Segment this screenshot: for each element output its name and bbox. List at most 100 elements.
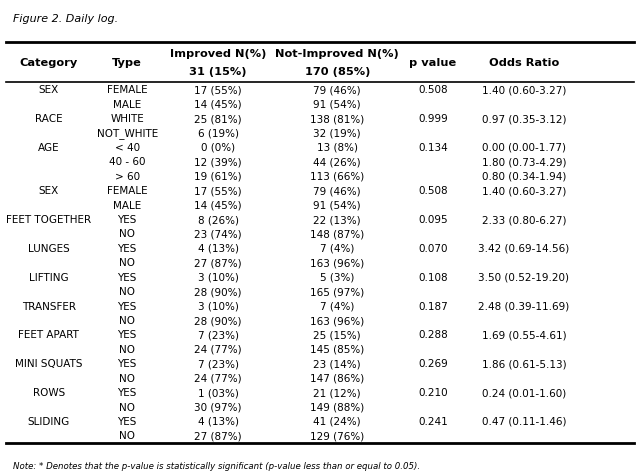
Text: NO: NO — [119, 315, 135, 325]
Text: 40 - 60: 40 - 60 — [109, 157, 145, 167]
Text: 149 (88%): 149 (88%) — [310, 402, 364, 412]
Text: 0.47 (0.11-1.46): 0.47 (0.11-1.46) — [481, 416, 566, 426]
Text: FEET APART: FEET APART — [19, 330, 79, 340]
Text: > 60: > 60 — [115, 171, 140, 181]
Text: 23 (14%): 23 (14%) — [314, 358, 361, 368]
Text: 17 (55%): 17 (55%) — [195, 186, 242, 196]
Text: 0.095: 0.095 — [418, 215, 448, 225]
Text: 5 (3%): 5 (3%) — [320, 272, 355, 282]
Text: MINI SQUATS: MINI SQUATS — [15, 358, 83, 368]
Text: 0.999: 0.999 — [418, 114, 448, 124]
Text: 21 (12%): 21 (12%) — [314, 387, 361, 397]
Text: 163 (96%): 163 (96%) — [310, 258, 364, 268]
Text: YES: YES — [118, 387, 137, 397]
Text: 147 (86%): 147 (86%) — [310, 373, 364, 383]
Text: 0.210: 0.210 — [418, 387, 448, 397]
Text: 0.269: 0.269 — [418, 358, 448, 368]
Text: 3.42 (0.69-14.56): 3.42 (0.69-14.56) — [478, 243, 570, 253]
Text: 24 (77%): 24 (77%) — [195, 373, 242, 383]
Text: YES: YES — [118, 272, 137, 282]
Text: FEET TOGETHER: FEET TOGETHER — [6, 215, 92, 225]
Text: YES: YES — [118, 416, 137, 426]
Text: 0.508: 0.508 — [418, 186, 448, 196]
Text: 1.80 (0.73-4.29): 1.80 (0.73-4.29) — [481, 157, 566, 167]
Text: 0 (0%): 0 (0%) — [201, 143, 235, 153]
Text: 44 (26%): 44 (26%) — [314, 157, 361, 167]
Text: 2.33 (0.80-6.27): 2.33 (0.80-6.27) — [481, 215, 566, 225]
Text: Type: Type — [112, 58, 142, 68]
Text: LIFTING: LIFTING — [29, 272, 68, 282]
Text: 28 (90%): 28 (90%) — [195, 315, 242, 325]
Text: Odds Ratio: Odds Ratio — [489, 58, 559, 68]
Text: 7 (4%): 7 (4%) — [320, 243, 355, 253]
Text: FEMALE: FEMALE — [107, 85, 147, 95]
Text: NO: NO — [119, 373, 135, 383]
Text: 0.108: 0.108 — [418, 272, 448, 282]
Text: 17 (55%): 17 (55%) — [195, 85, 242, 95]
Text: 1.86 (0.61-5.13): 1.86 (0.61-5.13) — [481, 358, 566, 368]
Text: 12 (39%): 12 (39%) — [195, 157, 242, 167]
Text: NO: NO — [119, 258, 135, 268]
Text: 113 (66%): 113 (66%) — [310, 171, 364, 181]
Text: SEX: SEX — [38, 85, 59, 95]
Text: 1.69 (0.55-4.61): 1.69 (0.55-4.61) — [481, 330, 566, 340]
Text: 4 (13%): 4 (13%) — [198, 416, 239, 426]
Text: 0.187: 0.187 — [418, 301, 448, 311]
Text: 27 (87%): 27 (87%) — [195, 430, 242, 440]
Text: 24 (77%): 24 (77%) — [195, 344, 242, 354]
Text: NO: NO — [119, 402, 135, 412]
Text: TRANSFER: TRANSFER — [22, 301, 76, 311]
Text: YES: YES — [118, 301, 137, 311]
Text: 91 (54%): 91 (54%) — [314, 200, 361, 210]
Text: 23 (74%): 23 (74%) — [195, 229, 242, 239]
Text: NOT_WHITE: NOT_WHITE — [97, 128, 158, 139]
Text: YES: YES — [118, 330, 137, 340]
Text: Improved N(%): Improved N(%) — [170, 49, 266, 59]
Text: SEX: SEX — [38, 186, 59, 196]
Text: MALE: MALE — [113, 99, 141, 109]
Text: 1 (03%): 1 (03%) — [198, 387, 239, 397]
Text: 1.40 (0.60-3.27): 1.40 (0.60-3.27) — [482, 186, 566, 196]
Text: 165 (97%): 165 (97%) — [310, 287, 364, 297]
Text: 163 (96%): 163 (96%) — [310, 315, 364, 325]
Text: 8 (26%): 8 (26%) — [198, 215, 239, 225]
Text: 0.134: 0.134 — [418, 143, 448, 153]
Text: 41 (24%): 41 (24%) — [314, 416, 361, 426]
Text: Note: * Denotes that the p-value is statistically significant (p-value less than: Note: * Denotes that the p-value is stat… — [13, 461, 420, 470]
Text: FEMALE: FEMALE — [107, 186, 147, 196]
Text: 22 (13%): 22 (13%) — [314, 215, 361, 225]
Text: 7 (23%): 7 (23%) — [198, 358, 239, 368]
Text: YES: YES — [118, 243, 137, 253]
Text: 14 (45%): 14 (45%) — [195, 99, 242, 109]
Text: 3.50 (0.52-19.20): 3.50 (0.52-19.20) — [478, 272, 570, 282]
Text: Category: Category — [20, 58, 78, 68]
Text: 0.80 (0.34-1.94): 0.80 (0.34-1.94) — [482, 171, 566, 181]
Text: 0.24 (0.01-1.60): 0.24 (0.01-1.60) — [482, 387, 566, 397]
Text: 0.070: 0.070 — [418, 243, 447, 253]
Text: 4 (13%): 4 (13%) — [198, 243, 239, 253]
Text: Figure 2. Daily log.: Figure 2. Daily log. — [13, 14, 118, 24]
Text: 27 (87%): 27 (87%) — [195, 258, 242, 268]
Text: 0.241: 0.241 — [418, 416, 448, 426]
Text: 2.48 (0.39-11.69): 2.48 (0.39-11.69) — [478, 301, 570, 311]
Text: 170 (85%): 170 (85%) — [305, 67, 370, 77]
Text: 79 (46%): 79 (46%) — [314, 85, 361, 95]
Text: WHITE: WHITE — [110, 114, 144, 124]
Text: 148 (87%): 148 (87%) — [310, 229, 364, 239]
Text: 129 (76%): 129 (76%) — [310, 430, 364, 440]
Text: 7 (23%): 7 (23%) — [198, 330, 239, 340]
Text: 3 (10%): 3 (10%) — [198, 272, 239, 282]
Text: ROWS: ROWS — [33, 387, 65, 397]
Text: NO: NO — [119, 430, 135, 440]
Text: 28 (90%): 28 (90%) — [195, 287, 242, 297]
Text: YES: YES — [118, 358, 137, 368]
Text: RACE: RACE — [35, 114, 63, 124]
Text: 138 (81%): 138 (81%) — [310, 114, 364, 124]
Text: 3 (10%): 3 (10%) — [198, 301, 239, 311]
Text: 0.00 (0.00-1.77): 0.00 (0.00-1.77) — [482, 143, 566, 153]
Text: 91 (54%): 91 (54%) — [314, 99, 361, 109]
Text: NO: NO — [119, 344, 135, 354]
Text: 25 (81%): 25 (81%) — [195, 114, 242, 124]
Text: 1.40 (0.60-3.27): 1.40 (0.60-3.27) — [482, 85, 566, 95]
Text: 0.288: 0.288 — [418, 330, 448, 340]
